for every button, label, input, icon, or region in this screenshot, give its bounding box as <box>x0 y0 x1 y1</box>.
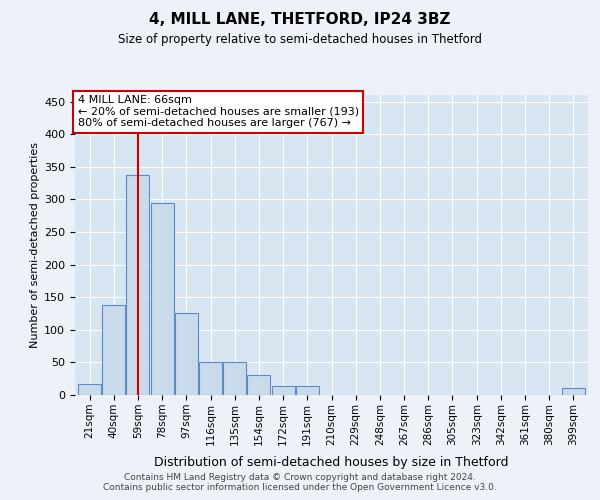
Bar <box>296 386 319 395</box>
Bar <box>199 362 222 395</box>
Bar <box>247 376 271 395</box>
Bar <box>175 314 198 395</box>
Text: 4, MILL LANE, THETFORD, IP24 3BZ: 4, MILL LANE, THETFORD, IP24 3BZ <box>149 12 451 28</box>
X-axis label: Distribution of semi-detached houses by size in Thetford: Distribution of semi-detached houses by … <box>154 456 509 469</box>
Bar <box>272 386 295 395</box>
Text: Contains HM Land Registry data © Crown copyright and database right 2024.
Contai: Contains HM Land Registry data © Crown c… <box>103 473 497 492</box>
Bar <box>562 388 585 395</box>
Bar <box>127 174 149 395</box>
Bar <box>78 384 101 395</box>
Y-axis label: Number of semi-detached properties: Number of semi-detached properties <box>30 142 40 348</box>
Text: 4 MILL LANE: 66sqm
← 20% of semi-detached houses are smaller (193)
80% of semi-d: 4 MILL LANE: 66sqm ← 20% of semi-detache… <box>77 95 359 128</box>
Bar <box>102 305 125 395</box>
Bar <box>151 202 173 395</box>
Bar <box>223 362 246 395</box>
Text: Size of property relative to semi-detached houses in Thetford: Size of property relative to semi-detach… <box>118 32 482 46</box>
